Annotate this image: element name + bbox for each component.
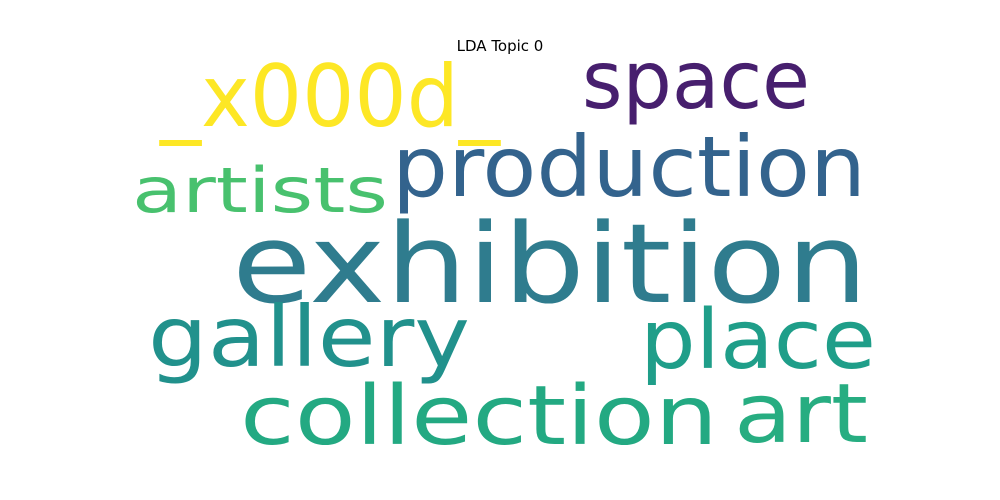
word-x000d: _x000d_ — [159, 47, 501, 147]
word-collection: collection — [240, 369, 718, 464]
chart-title: LDA Topic 0 — [456, 37, 544, 55]
word-exhibition: exhibition — [232, 200, 868, 328]
word-space: space — [582, 34, 810, 127]
word-production: production — [392, 118, 866, 216]
word-gallery: gallery — [148, 288, 470, 386]
word-artists: artists — [132, 154, 388, 227]
word-place: place — [640, 293, 876, 388]
word-art: art — [734, 367, 868, 462]
